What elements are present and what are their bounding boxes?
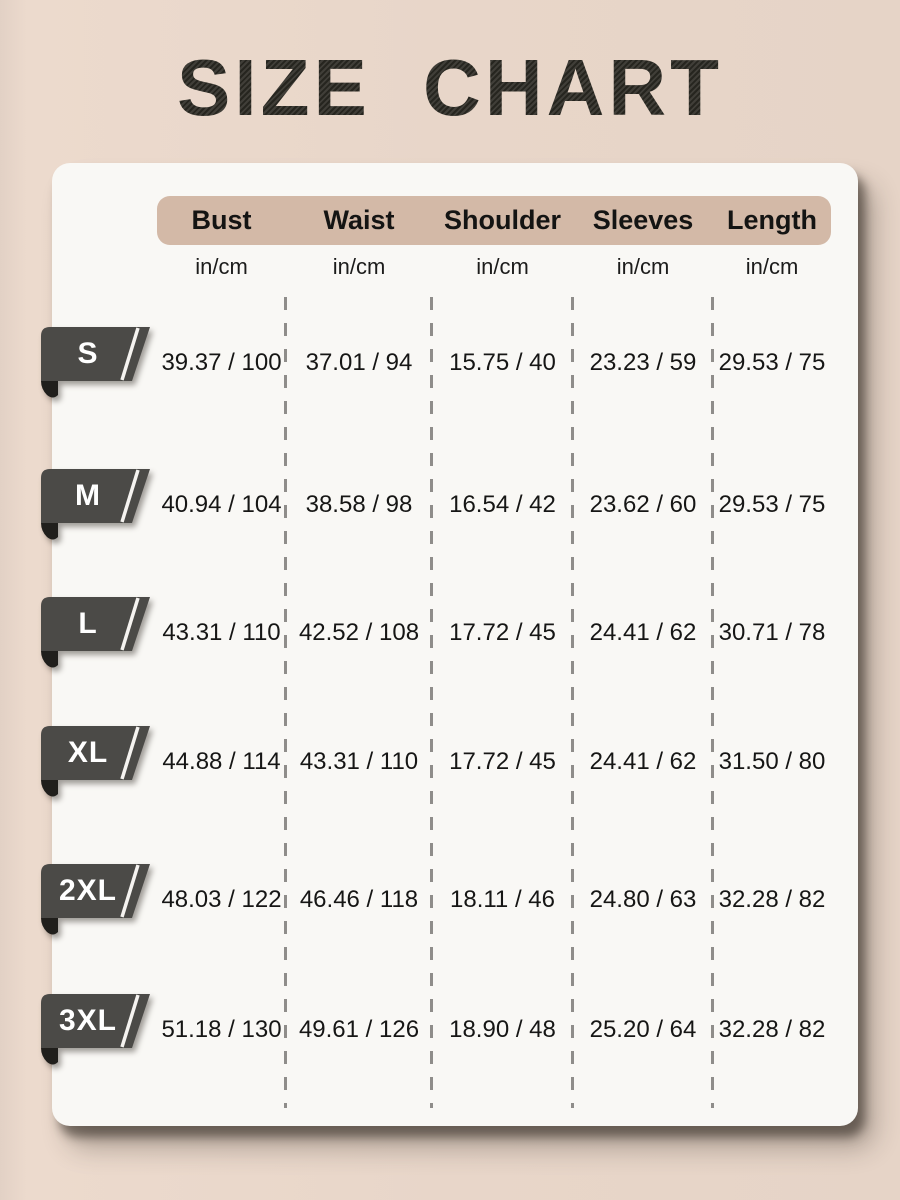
sleeves-value: 23.23 / 59 [589,349,697,376]
size-ribbon: L [38,595,158,671]
waist-value: 43.31 / 110 [299,748,419,775]
shoulder-value: 17.72 / 45 [449,619,556,646]
column-separator [284,297,287,1108]
column-header-waist: Waist [323,205,395,235]
column-header-bust: Bust [191,205,252,235]
table-row: L 43.31 / 110 42.52 / 108 17.72 / 45 24.… [39,595,858,670]
shoulder-value: 17.72 / 45 [449,748,556,775]
length-value: 31.50 / 80 [718,748,826,775]
size-label: M [75,479,101,512]
size-ribbon: 2XL [38,862,158,938]
unit-label: in/cm [195,254,248,279]
length-value: 32.28 / 82 [718,886,826,913]
size-label: XL [67,736,109,769]
page-title: SIZE CHART [0,42,900,134]
sleeves-value: 25.20 / 64 [589,1016,697,1043]
column-header-sleeves: Sleeves [592,205,694,235]
length-value: 29.53 / 75 [718,349,826,376]
unit-label: in/cm [745,254,799,279]
length-value: 29.53 / 75 [718,491,826,518]
table-row: S 39.37 / 100 37.01 / 94 15.75 / 40 23.2… [39,325,858,400]
waist-value: 49.61 / 126 [298,1016,420,1043]
sleeves-value: 24.41 / 62 [589,748,697,775]
column-separator [711,297,714,1108]
size-label: S [77,337,99,370]
waist-value: 42.52 / 108 [298,619,420,646]
size-label: 3XL [58,1004,118,1037]
size-label: L [78,607,98,640]
size-label: 2XL [58,874,118,907]
unit-label: in/cm [476,254,529,279]
size-chart-card: Bust Waist Shoulder Sleeves Length in/cm… [39,163,858,1126]
bust-value: 39.37 / 100 [161,349,282,376]
table-row: M 40.94 / 104 38.58 / 98 16.54 / 42 23.6… [39,467,858,542]
waist-value: 46.46 / 118 [299,886,419,913]
shoulder-value: 18.11 / 46 [450,886,555,913]
column-header-length: Length [727,205,817,235]
shoulder-value: 15.75 / 40 [449,349,556,376]
sleeves-value: 23.62 / 60 [589,491,697,518]
units-row: in/cm in/cm in/cm in/cm in/cm [157,251,831,283]
column-separator [430,297,433,1108]
size-ribbon: M [38,467,158,543]
sleeves-value: 24.80 / 63 [589,886,697,913]
shoulder-value: 16.54 / 42 [449,491,556,518]
column-header-shoulder: Shoulder [443,205,561,235]
table-header-bar: Bust Waist Shoulder Sleeves Length [157,196,831,245]
bust-value: 43.31 / 110 [162,619,281,646]
table-row: XL 44.88 / 114 43.31 / 110 17.72 / 45 24… [39,724,858,799]
unit-label: in/cm [332,254,386,279]
bust-value: 40.94 / 104 [161,491,282,518]
bust-value: 51.18 / 130 [161,1016,282,1043]
table-row: 3XL 51.18 / 130 49.61 / 126 18.90 / 48 2… [39,992,858,1067]
sleeves-value: 24.41 / 62 [589,619,697,646]
size-ribbon: S [38,325,158,401]
length-value: 32.28 / 82 [718,1016,826,1043]
length-value: 30.71 / 78 [718,619,826,646]
table-row: 2XL 48.03 / 122 46.46 / 118 18.11 / 46 2… [39,862,858,937]
column-separator [571,297,574,1108]
size-ribbon: XL [38,724,158,800]
bust-value: 48.03 / 122 [161,886,282,913]
waist-value: 38.58 / 98 [305,491,413,518]
bust-value: 44.88 / 114 [162,748,281,775]
waist-value: 37.01 / 94 [305,349,413,376]
unit-label: in/cm [616,254,670,279]
size-ribbon: 3XL [38,992,158,1068]
shoulder-value: 18.90 / 48 [449,1016,556,1043]
